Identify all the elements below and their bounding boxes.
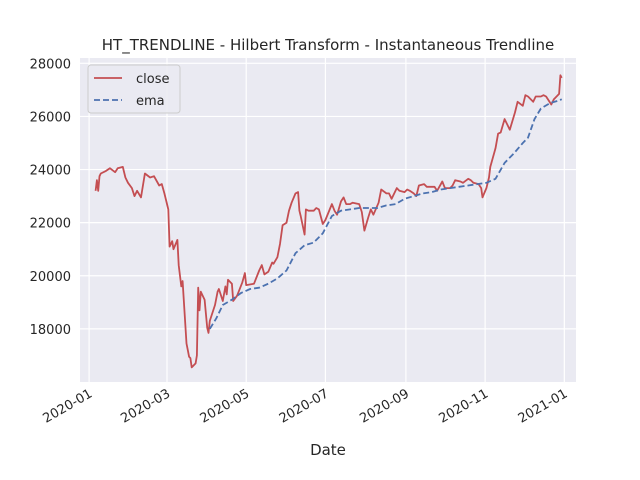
y-axis: 18000 20000 22000 24000 26000 28000 bbox=[30, 57, 71, 338]
x-tick-label-4: 2020-09 bbox=[357, 386, 412, 426]
y-tick-label-1: 20000 bbox=[30, 270, 71, 285]
y-tick-label-4: 26000 bbox=[30, 110, 71, 125]
y-tick-label-5: 28000 bbox=[30, 57, 71, 72]
legend: close ema bbox=[87, 64, 181, 114]
legend-box bbox=[87, 64, 181, 114]
legend-label-close: close bbox=[136, 72, 169, 87]
x-tick-label-5: 2020-11 bbox=[437, 386, 492, 426]
x-tick-label-0: 2020-01 bbox=[41, 386, 96, 426]
x-axis-label: Date bbox=[310, 441, 346, 459]
x-tick-label-2: 2020-05 bbox=[198, 386, 253, 426]
y-tick-label-2: 22000 bbox=[30, 217, 71, 232]
y-tick-label-0: 18000 bbox=[30, 323, 71, 338]
series-layer bbox=[94, 74, 563, 369]
x-tick-label-1: 2020-03 bbox=[118, 386, 173, 426]
x-axis: 2020-01 2020-03 2020-05 2020-07 2020-09 2020-… bbox=[41, 386, 571, 426]
x-tick-label-6: 2021-01 bbox=[516, 386, 571, 426]
y-tick-label-3: 24000 bbox=[30, 164, 71, 179]
series-line-ema bbox=[209, 98, 563, 330]
x-tick-label-3: 2020-07 bbox=[277, 386, 332, 426]
legend-label-ema: ema bbox=[136, 94, 165, 109]
chart-title: HT_TRENDLINE - Hilbert Transform - Insta… bbox=[102, 36, 554, 55]
series-line-close bbox=[94, 74, 563, 369]
